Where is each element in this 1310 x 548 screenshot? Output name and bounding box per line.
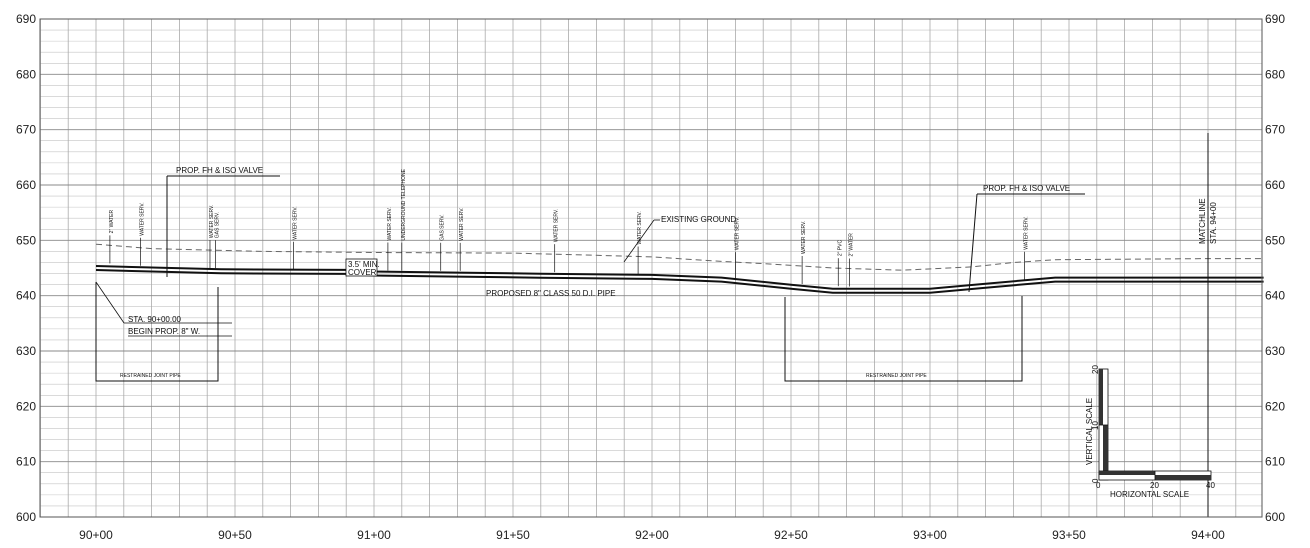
elevation-tick-label-right: 690 [1265, 12, 1285, 26]
service-crossing: 2" PVC [837, 240, 843, 287]
service-crossing-label: 2" PVC [837, 240, 843, 257]
station-tick-label: 94+00 [1191, 528, 1225, 542]
plot-frame [39, 18, 1263, 518]
major-grid [40, 18, 1262, 518]
elevation-tick-label-right: 630 [1265, 344, 1285, 358]
horizontal-scale-label-20: 20 [1150, 481, 1159, 490]
station-tick-label: 93+00 [913, 528, 947, 542]
service-crossing: GAS SERV. [215, 212, 221, 269]
service-crossing: 2" WATER [109, 209, 115, 264]
scale-graphic: VERTICAL SCALE 0 10 20 0 20 40 HORIZONTA… [1085, 365, 1215, 499]
horizontal-scale-title: HORIZONTAL SCALE [1110, 490, 1189, 499]
elevation-tick-label-right: 650 [1265, 233, 1285, 247]
min-cover-callout: 3.5' MIN. COVER [345, 258, 380, 277]
fh-valve-callout-1: PROP. FH & ISO VALVE [166, 166, 280, 277]
elevation-tick-label-right: 620 [1265, 399, 1285, 413]
service-crossing: WATER SERV. [1024, 216, 1030, 280]
service-crossing: WATER SERV. [387, 207, 393, 271]
fh-valve-label-2: PROP. FH & ISO VALVE [983, 184, 1070, 193]
service-crossing-label: WATER SERV. [459, 208, 465, 241]
station-tick-label: 90+00 [79, 528, 113, 542]
elevation-tick-label-right: 660 [1265, 178, 1285, 192]
fh-valve-callout-2: PROP. FH & ISO VALVE [968, 184, 1085, 293]
matchline-label: MATCHLINE [1198, 198, 1207, 244]
station-tick-label: 93+50 [1052, 528, 1086, 542]
service-crossing-label: WATER SERV. [734, 217, 740, 250]
station-tick-label: 92+50 [774, 528, 808, 542]
vertical-scale-label-0: 0 [1091, 478, 1100, 483]
elevation-axis-right: 600 610 620 630 640 650 660 670 680 690 [1265, 12, 1285, 524]
matchline: MATCHLINE STA. 94+00 [1198, 133, 1218, 517]
station-tick-label: 90+50 [218, 528, 252, 542]
service-crossing: WATER SERV. [554, 209, 560, 273]
service-crossing-label: 2" WATER [109, 209, 115, 233]
service-crossing: UNDERGROUND TELEPHONE [401, 168, 407, 271]
horizontal-scale-label-0: 0 [1096, 481, 1101, 490]
restrained-joint-label-1: RESTRAINED JOINT PIPE [120, 373, 181, 379]
elevation-axis-left: 600 610 620 630 640 650 660 670 680 690 [16, 12, 36, 524]
service-crossing-label: WATER SERV. [637, 211, 643, 244]
pipe-label: PROPOSED 8" CLASS 50 D.I. PIPE [486, 289, 616, 298]
minor-grid [40, 29, 1262, 507]
elevation-tick-label-left: 600 [16, 510, 36, 524]
elevation-tick-label-left: 640 [16, 289, 36, 303]
existing-ground-line [95, 243, 1264, 271]
station-tick-label: 91+00 [357, 528, 391, 542]
service-crossing-label: GAS SERV. [215, 212, 221, 238]
vertical-scale-title: VERTICAL SCALE [1085, 398, 1094, 465]
service-crossing-label: GAS SERV. [440, 214, 446, 240]
service-crossing: WATER SERV. [734, 217, 740, 281]
elevation-tick-label-right: 640 [1265, 289, 1285, 303]
existing-ground-callout: EXISTING GROUND [623, 215, 736, 263]
vertical-scale-label-20: 20 [1091, 365, 1100, 374]
elevation-tick-label-right: 670 [1265, 123, 1285, 137]
fh-valve-label-1: PROP. FH & ISO VALVE [176, 166, 263, 175]
elevation-tick-label-left: 690 [16, 12, 36, 26]
service-crossing-label: WATER SERV. [292, 206, 298, 239]
begin-station-callout: STA. 90+00.00 BEGIN PROP. 8" W. [95, 281, 232, 337]
service-crossing-label: WATER SERV. [801, 221, 807, 254]
station-tick-label: 92+00 [635, 528, 669, 542]
elevation-tick-label-left: 650 [16, 233, 36, 247]
service-crossing: WATER SERV. [801, 221, 807, 285]
elevation-tick-label-left: 680 [16, 67, 36, 81]
vertical-scale-label-10: 10 [1091, 421, 1100, 430]
begin-station-line1: STA. 90+00.00 [128, 315, 182, 324]
station-tick-label: 91+50 [496, 528, 530, 542]
horizontal-scale-label-40: 40 [1206, 481, 1215, 490]
elevation-tick-label-left: 660 [16, 178, 36, 192]
elevation-tick-label-right: 680 [1265, 67, 1285, 81]
elevation-tick-label-left: 630 [16, 344, 36, 358]
service-crossing: 2" WATER [848, 233, 854, 287]
min-cover-line1: 3.5' MIN. [348, 260, 380, 269]
existing-ground-label: EXISTING GROUND [661, 215, 736, 224]
service-crossing: WATER SERV. [139, 202, 145, 266]
matchline-station: STA. 94+00 [1209, 202, 1218, 244]
service-crossing-label: 2" WATER [848, 233, 854, 257]
service-crossing: WATER SERV. [459, 208, 465, 271]
service-crossing: GAS SERV. [440, 214, 446, 271]
elevation-tick-label-right: 600 [1265, 510, 1285, 524]
service-crossing-label: WATER SERV. [139, 202, 145, 235]
restrained-joint-bracket-1: RESTRAINED JOINT PIPE [95, 282, 219, 382]
service-crossing: WATER SERV. [209, 205, 215, 269]
restrained-joint-bracket-2: RESTRAINED JOINT PIPE [784, 296, 1023, 382]
service-crossing: WATER SERV. [637, 211, 643, 275]
elevation-tick-label-left: 670 [16, 123, 36, 137]
restrained-joint-label-2: RESTRAINED JOINT PIPE [866, 373, 927, 379]
service-crossing: WATER SERV. [292, 206, 298, 270]
service-crossings: 2" WATER WATER SERV. WATER SERV. GAS SERV. W… [109, 168, 1030, 287]
begin-station-line2: BEGIN PROP. 8" W. [128, 327, 200, 336]
service-crossing-label: WATER SERV. [387, 207, 393, 240]
service-crossing-label: WATER SERV. [209, 205, 215, 238]
min-cover-line2: COVER [348, 268, 377, 277]
elevation-tick-label-right: 610 [1265, 455, 1285, 469]
elevation-tick-label-left: 620 [16, 399, 36, 413]
service-crossing-label: UNDERGROUND TELEPHONE [401, 168, 407, 240]
service-crossing-label: WATER SERV. [1024, 216, 1030, 249]
service-crossing-label: WATER SERV. [554, 209, 560, 242]
elevation-tick-label-left: 610 [16, 455, 36, 469]
station-axis: 90+00 90+50 91+00 91+50 92+00 92+50 93+00 93+50… [79, 528, 1225, 542]
